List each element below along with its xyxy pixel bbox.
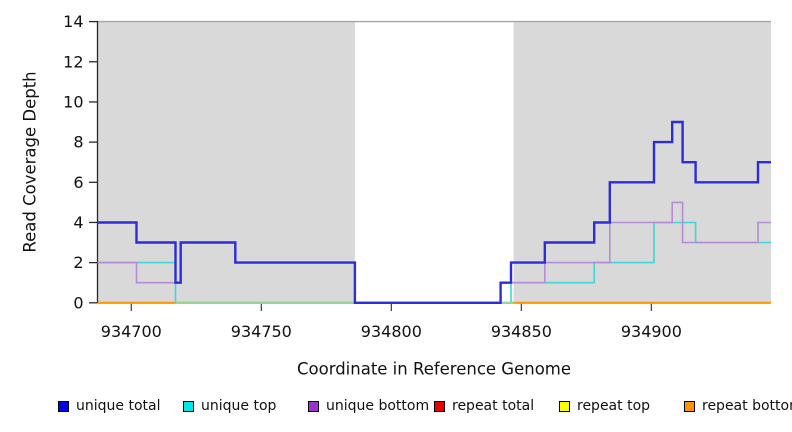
y-tick-label: 0 <box>73 293 83 312</box>
y-axis-title: Read Coverage Depth <box>20 71 40 253</box>
legend-item-unique-total: unique total <box>58 398 160 414</box>
x-axis-title: Coordinate in Reference Genome <box>296 359 572 379</box>
x-tick-label: 934900 <box>621 322 682 341</box>
legend-label: repeat bottom <box>702 398 792 414</box>
y-tick-label: 4 <box>73 213 83 232</box>
y-tick-label: 12 <box>63 52 83 71</box>
series-unique-top <box>97 221 771 304</box>
series-unique-total <box>97 120 771 304</box>
y-tick-label: 14 <box>63 12 83 31</box>
legend-swatch-unique-total <box>58 400 69 412</box>
x-tick-label: 934850 <box>491 322 552 341</box>
legend-item-repeat-total: repeat total <box>434 398 534 414</box>
legend-swatch-repeat-total <box>434 400 445 412</box>
legend-item-repeat-bottom: repeat bottom <box>684 398 792 414</box>
legend-swatch-unique-top <box>183 400 194 412</box>
y-tick-label: 10 <box>63 92 83 111</box>
legend-item-unique-bottom: unique bottom <box>308 398 429 414</box>
legend-swatch-repeat-bottom <box>684 400 695 412</box>
legend-label: unique top <box>201 398 277 414</box>
y-tick-label: 8 <box>73 133 83 152</box>
y-tick-label: 6 <box>73 173 83 192</box>
x-tick-label: 934800 <box>361 322 422 341</box>
legend-swatch-unique-bottom <box>308 400 319 412</box>
x-tick-label: 934750 <box>231 322 292 341</box>
legend-label: repeat top <box>577 398 651 414</box>
y-tick-label: 2 <box>73 253 83 272</box>
coverage-band <box>513 21 771 303</box>
legend-swatch-repeat-top <box>559 400 570 412</box>
legend-item-repeat-top: repeat top <box>559 398 650 414</box>
chart-legend: unique total unique top unique bottom re… <box>0 398 792 418</box>
legend-label: repeat total <box>452 398 535 414</box>
x-tick-label: 934700 <box>101 322 162 341</box>
legend-label: unique total <box>76 398 161 414</box>
legend-label: unique bottom <box>326 398 430 414</box>
coverage-band <box>97 21 355 303</box>
legend-item-unique-top: unique top <box>183 398 276 414</box>
